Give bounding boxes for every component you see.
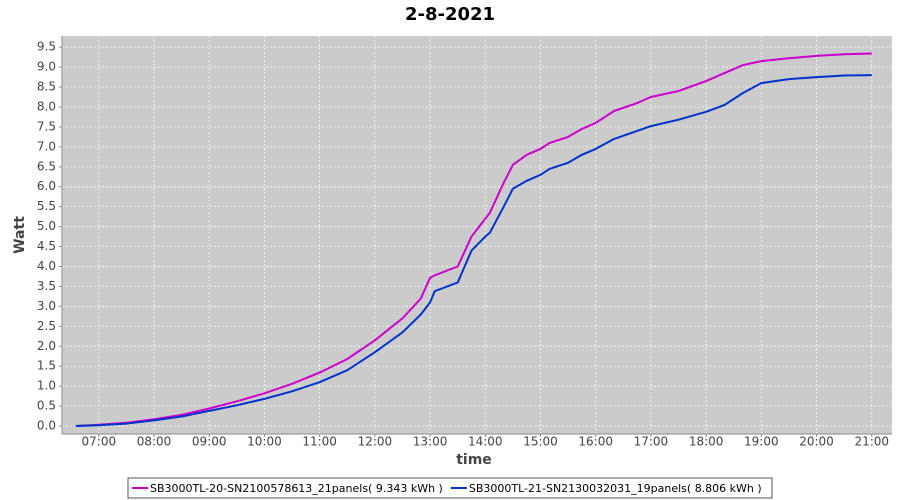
- y-tick-label: 7.0: [37, 139, 56, 153]
- plot-area: [62, 36, 892, 434]
- x-tick-label: 10:00: [247, 435, 282, 449]
- y-tick-label: 9.0: [37, 60, 56, 74]
- x-tick-label: 16:00: [578, 435, 613, 449]
- series-line: [75, 52, 872, 427]
- y-tick-label: 6.0: [37, 179, 56, 193]
- legend-label: SB3000TL-21-SN2130032031_19panels( 8.806…: [469, 482, 762, 495]
- x-tick-label: 20:00: [799, 435, 834, 449]
- x-tick-label: 14:00: [468, 435, 503, 449]
- chart-title: 2-8-2021: [405, 4, 495, 25]
- y-tick-label: 7.5: [37, 119, 56, 133]
- x-tick-label: 13:00: [413, 435, 448, 449]
- y-tick-label: 3.0: [37, 299, 56, 313]
- y-tick-label: 0.5: [37, 399, 56, 413]
- x-tick-label: 21:00: [854, 435, 889, 449]
- legend-label: SB3000TL-20-SN2100578613_21panels( 9.343…: [150, 482, 443, 495]
- y-tick-label: 1.0: [37, 379, 56, 393]
- y-tick-label: 2.5: [37, 319, 56, 333]
- y-tick-label: 8.5: [37, 80, 56, 94]
- x-tick-label: 11:00: [302, 435, 337, 449]
- x-tick-label: 07:00: [82, 435, 117, 449]
- y-tick-label: 1.5: [37, 359, 56, 373]
- y-tick-label: 8.0: [37, 99, 56, 113]
- x-axis-label: time: [456, 452, 492, 468]
- x-tick-label: 15:00: [523, 435, 558, 449]
- legend: [127, 477, 773, 499]
- y-tick-label: 3.5: [37, 279, 56, 293]
- y-tick-label: 4.0: [37, 259, 56, 273]
- x-tick-label: 12:00: [358, 435, 393, 449]
- x-tick-label: 09:00: [192, 435, 227, 449]
- x-tick-label: 19:00: [744, 435, 779, 449]
- y-tick-label: 5.0: [37, 219, 56, 233]
- x-tick-label: 18:00: [689, 435, 724, 449]
- y-axis-label: Watt: [12, 216, 28, 254]
- x-tick-label: 08:00: [137, 435, 172, 449]
- y-tick-label: 5.5: [37, 199, 56, 213]
- y-tick-label: 0.0: [37, 419, 56, 433]
- y-tick-label: 9.5: [37, 40, 56, 54]
- series-line: [75, 74, 872, 427]
- x-tick-label: 17:00: [634, 435, 669, 449]
- y-tick-label: 4.5: [37, 239, 56, 253]
- y-tick-label: 6.5: [37, 159, 56, 173]
- y-tick-label: 2.0: [37, 339, 56, 353]
